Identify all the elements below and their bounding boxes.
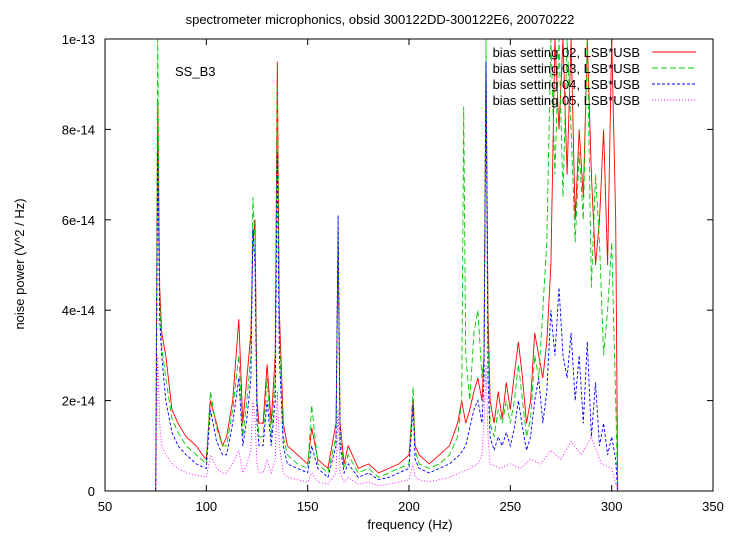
x-axis-label: frequency (Hz) xyxy=(367,517,452,532)
legend-label: bias setting 03, LSB*USB xyxy=(493,61,640,76)
series-line-2 xyxy=(155,39,619,491)
y-tick-label: 0 xyxy=(88,484,95,499)
chart-title: spectrometer microphonics, obsid 300122D… xyxy=(186,12,575,27)
y-tick-label: 6e-14 xyxy=(62,213,95,228)
y-axis-label: noise power (V^2 / Hz) xyxy=(12,198,27,329)
x-tick-label: 100 xyxy=(195,499,217,514)
x-tick-label: 50 xyxy=(98,499,112,514)
x-tick-label: 200 xyxy=(398,499,420,514)
y-tick-label: 2e-14 xyxy=(62,394,95,409)
plot-frame xyxy=(104,38,714,492)
y-tick-label: 4e-14 xyxy=(62,303,95,318)
series-line-4 xyxy=(155,355,619,491)
legend-label: bias setting 04, LSB*USB xyxy=(493,77,640,92)
legend-label: bias setting 05, LSB*USB xyxy=(493,93,640,108)
series-layer xyxy=(155,39,619,491)
plot-annotation: SS_B3 xyxy=(175,64,215,79)
x-tick-label: 350 xyxy=(702,499,724,514)
y-tick-label: 1e-13 xyxy=(62,32,95,47)
axis-ticks: 50 100 150 200 250 300 350 0 2e-14 4e-14 6e-14 8e-1… xyxy=(62,32,724,514)
legend-label: bias setting 02, LSB*USB xyxy=(493,45,640,60)
y-tick-label: 8e-14 xyxy=(62,122,95,137)
x-tick-label: 300 xyxy=(601,499,623,514)
x-tick-label: 150 xyxy=(297,499,319,514)
series-line-3 xyxy=(155,61,619,491)
x-tick-label: 250 xyxy=(499,499,521,514)
